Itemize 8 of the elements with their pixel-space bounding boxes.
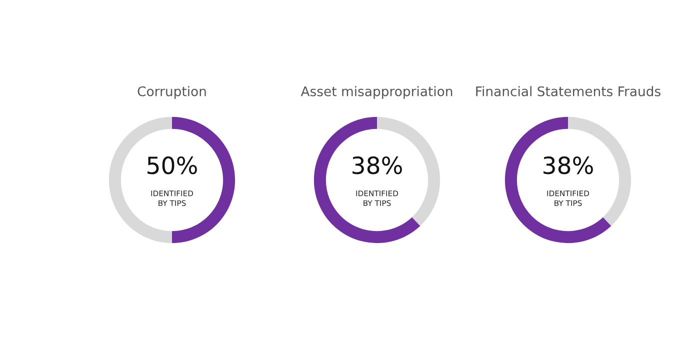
chart-title: Corruption [138, 86, 206, 99]
text: 38% [544, 156, 593, 174]
chart-title: Financial Statements Frauds [476, 86, 660, 96]
chart-title: Asset misappropriation [300, 86, 452, 99]
donut-slice [314, 116, 420, 244]
donut-slice [504, 116, 612, 244]
text: 38% [352, 156, 402, 174]
text: 50% [148, 156, 197, 174]
